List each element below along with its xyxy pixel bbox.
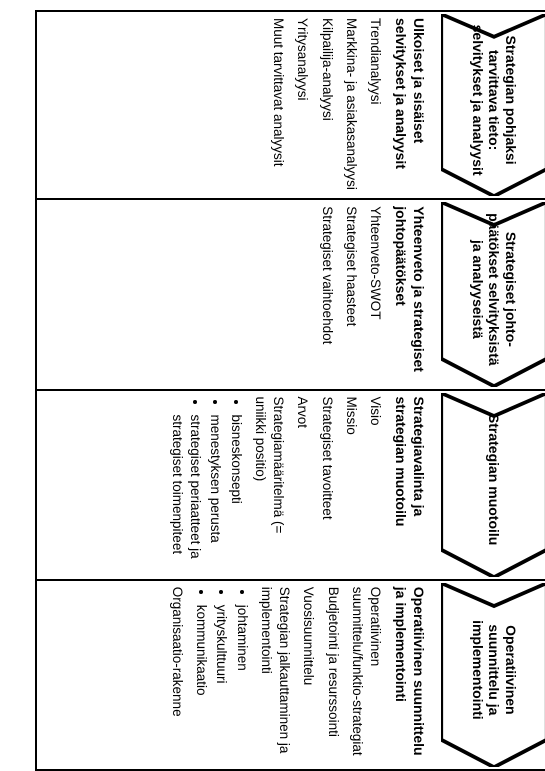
header-label-3: Strategian muotoilu <box>441 393 545 577</box>
content-row: Ulkoiset ja sisäiset selvitykset ja anal… <box>35 10 435 771</box>
list-item: Missio <box>342 397 360 573</box>
header-row: Strategian pohjaksi tarvittava tieto: se… <box>435 10 545 771</box>
header-label-2: Strategiset johto-päätökset selvityksist… <box>441 202 545 386</box>
section-title: Yhteenveto ja strategiset johtopäätökset <box>392 206 427 382</box>
section-title: Operatiivinen suunnittelu ja implementoi… <box>392 587 427 763</box>
items-list: Yhteenveto-SWOT Strategiset haasteet Str… <box>317 206 384 382</box>
list-item: Vuosisuunnittelu <box>299 587 317 763</box>
header-label-4: Operatiivinen suunnittelu ja implementoi… <box>441 583 545 767</box>
bullet-item: johtaminen <box>232 605 250 763</box>
bullet-item: menestyksen perusta <box>206 415 224 573</box>
list-item: Muut tarvittavat analyysit <box>269 18 287 192</box>
list-item: Arvot <box>293 397 311 573</box>
list-item: Trendianalyysi <box>366 18 384 192</box>
header-cell-4: Operatiivinen suunnittelu ja implementoi… <box>435 581 545 771</box>
list-item: Organisaatio-rakenne <box>168 587 186 763</box>
list-item: Strategiset tavoitteet <box>317 397 335 573</box>
header-label-1: Strategian pohjaksi tarvittava tieto: se… <box>441 14 545 196</box>
arrow-1: Strategian pohjaksi tarvittava tieto: se… <box>441 14 545 196</box>
bullet-item: yrityskulttuuri <box>212 605 230 763</box>
bullet-item: kommunikaatio <box>192 605 210 763</box>
list-item: Strategiset vaihtoehdot <box>317 206 335 382</box>
list-item: Operatiivinen suunnittelu/funktio-strate… <box>348 587 384 763</box>
arrow-3: Strategian muotoilu <box>441 393 545 577</box>
list-item: Markkina- ja asiakasanalyysi <box>342 18 360 192</box>
bullet-item: strategiset periaatteet ja strategiset t… <box>168 415 204 573</box>
strategy-process-diagram: Strategian pohjaksi tarvittava tieto: se… <box>10 10 545 771</box>
list-item: Yhteenveto-SWOT <box>366 206 384 382</box>
list-item: Budjetointi ja resurssointi <box>323 587 341 763</box>
content-col-3: Strategiavalinta ja strategian muotoilu … <box>35 391 435 581</box>
section-title: Strategiavalinta ja strategian muotoilu <box>392 397 427 573</box>
arrow-2: Strategiset johto-päätökset selvityksist… <box>441 202 545 386</box>
items-list: Operatiivinen suunnittelu/funktio-strate… <box>168 587 384 763</box>
sub-bullets: johtaminen yrityskulttuuri kommunikaatio <box>192 587 251 763</box>
header-cell-1: Strategian pohjaksi tarvittava tieto: se… <box>435 10 545 200</box>
list-item: Strategiamääritelmä (= uniikki positio) <box>251 397 287 573</box>
list-item: Strategian jalkauttaminen ja implementoi… <box>257 587 293 763</box>
items-list: Trendianalyysi Markkina- ja asiakasanaly… <box>269 18 384 192</box>
content-col-2: Yhteenveto ja strategiset johtopäätökset… <box>35 200 435 390</box>
header-cell-2: Strategiset johto-päätökset selvityksist… <box>435 200 545 390</box>
section-title: Ulkoiset ja sisäiset selvitykset ja anal… <box>392 18 427 192</box>
sub-bullets: bisneskonsepti menestyksen perusta strat… <box>168 397 245 573</box>
items-list: Visio Missio Strategiset tavoitteet Arvo… <box>168 397 384 573</box>
arrow-4: Operatiivinen suunnittelu ja implementoi… <box>441 583 545 767</box>
list-item: Visio <box>366 397 384 573</box>
content-col-1: Ulkoiset ja sisäiset selvitykset ja anal… <box>35 10 435 200</box>
list-item: Strategiset haasteet <box>342 206 360 382</box>
bullet-item: bisneskonsepti <box>226 415 244 573</box>
list-item: Yritysanalyysi <box>293 18 311 192</box>
content-col-4: Operatiivinen suunnittelu ja implementoi… <box>35 581 435 771</box>
header-cell-3: Strategian muotoilu <box>435 391 545 581</box>
list-item: Kilpailija-analyysi <box>317 18 335 192</box>
